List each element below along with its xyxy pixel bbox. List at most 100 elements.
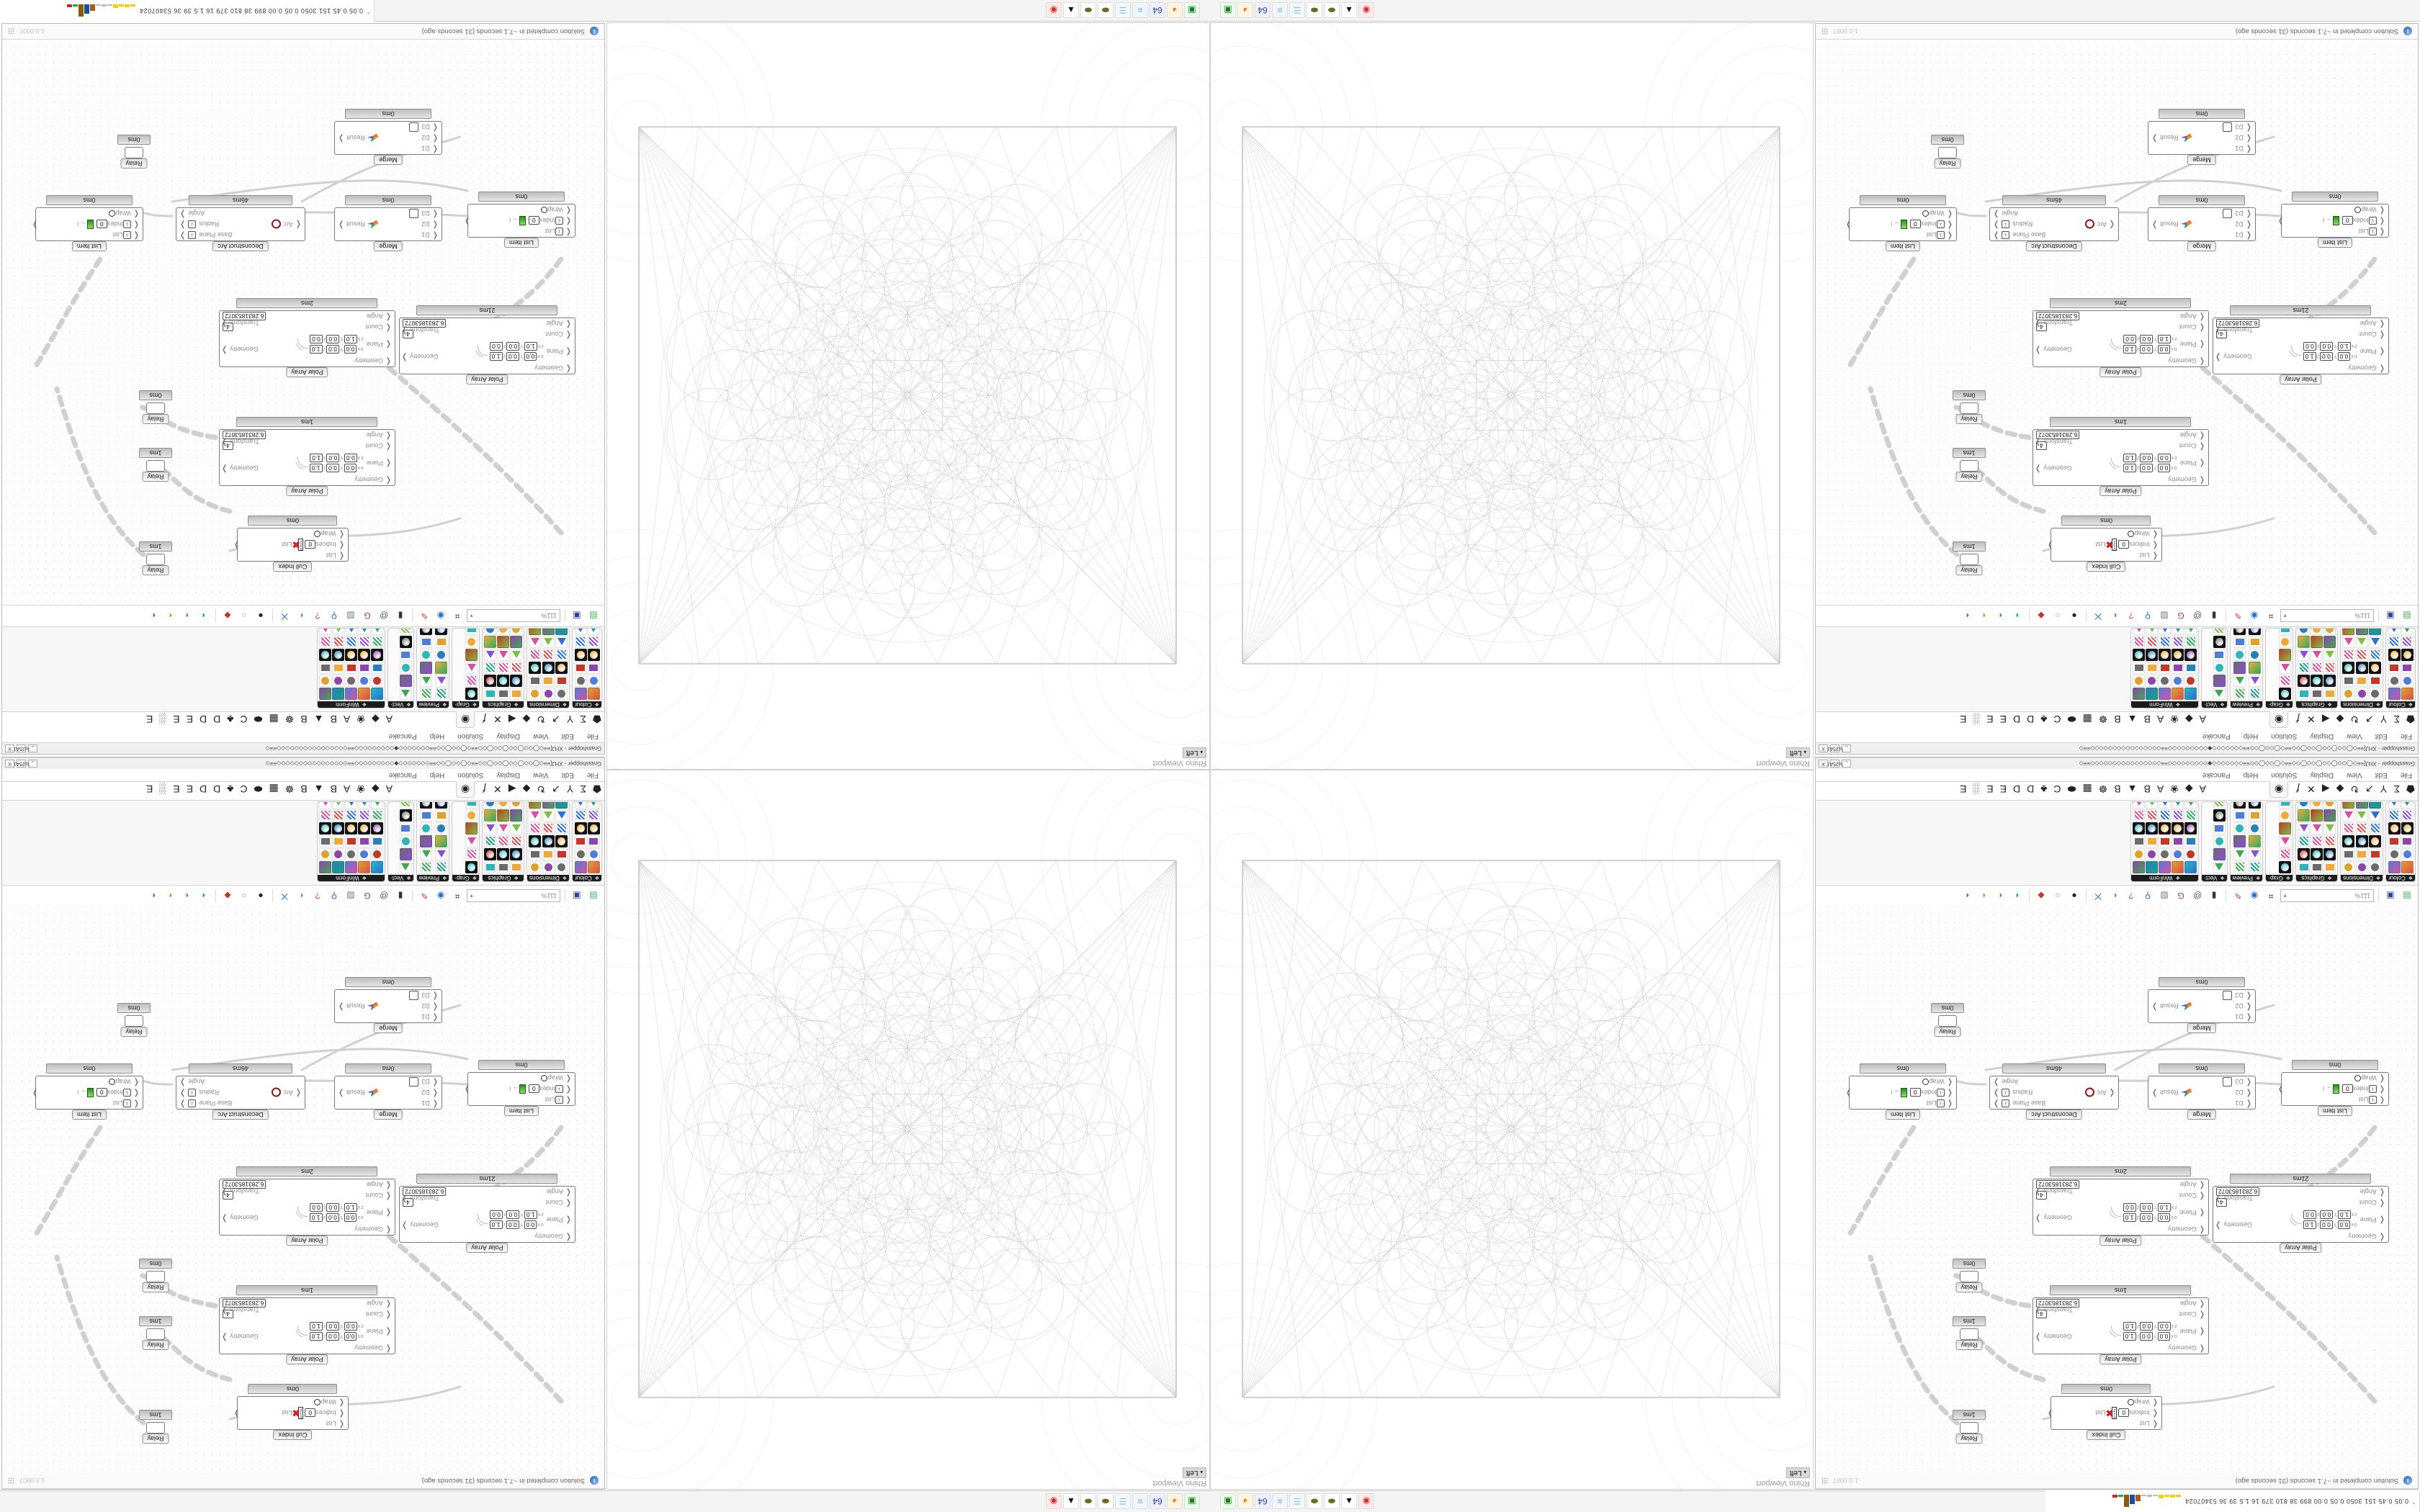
node-body[interactable]: ❬ ↓ List ❬ ↓ Index 0 → i ❭ ❬ Wrap: [464, 204, 575, 238]
node-port[interactable]: ❭: [1845, 1089, 1852, 1097]
plane-value-field[interactable]: 0.0: [2140, 1322, 2154, 1331]
app-olive-icon[interactable]: ⬬: [1324, 1493, 1340, 1510]
wf-lines-icon[interactable]: [319, 636, 332, 648]
node-body[interactable]: Base Plane ↓ ❭ Radius ↓ ❭ Angle ❭ ❬ Arc: [1989, 207, 2119, 241]
dim-leader-icon[interactable]: [2369, 809, 2382, 822]
node-body[interactable]: ❬ D1 ❬ D2 ❬ D3 Result ❭: [2148, 989, 2256, 1023]
gfx-yin-icon[interactable]: [510, 675, 523, 687]
wf-tab-icon[interactable]: [345, 675, 358, 687]
tb-bulb-icon[interactable]: ◐: [298, 611, 304, 621]
colour-gradient-icon[interactable]: [2401, 628, 2414, 635]
chevron-down-icon[interactable]: ▾: [2284, 613, 2287, 618]
node-body[interactable]: ❬ ↓ List ❬ ↓ Index 0 → i ❭ ❬ Wrap: [464, 1072, 575, 1106]
gh-category-tab-right-7[interactable]: ☸: [2098, 714, 2108, 725]
dim-fill-icon[interactable]: [2355, 649, 2368, 661]
gh-category-tab-left-6[interactable]: ◀: [2321, 783, 2330, 795]
node-body[interactable]: [146, 1422, 165, 1434]
node-port[interactable]: ❬: [1946, 231, 1953, 240]
gh-category-tab-right-1[interactable]: ◆: [2184, 714, 2193, 725]
gfx-half-icon[interactable]: [2298, 848, 2311, 860]
node-port[interactable]: ❭: [1993, 210, 2000, 218]
ribbon-group-grap[interactable]: ❖ Grap·: [452, 801, 480, 882]
gfx-mask-icon[interactable]: [2311, 662, 2323, 674]
wf-table-icon[interactable]: [2146, 628, 2159, 635]
wf-grid-icon[interactable]: [2184, 861, 2197, 873]
app-scroll-icon[interactable]: ≡: [1132, 1493, 1148, 1510]
node-port[interactable]: ❬: [565, 320, 572, 328]
node-collapse-button[interactable]: ↓: [1936, 1089, 1945, 1097]
gh-node-relay[interactable]: Relay 1ms: [139, 1316, 172, 1350]
gfx-ellipse-icon[interactable]: [510, 688, 523, 700]
app-terminal-icon[interactable]: ▣: [1220, 1493, 1236, 1510]
tb-zoom-extents-icon[interactable]: ⌗: [454, 611, 460, 621]
colour-gradient-icon[interactable]: [588, 801, 600, 809]
gh-node-deconstruct-arc[interactable]: Deconstruct Arc Base Plane ↓ ❭ Radius ↓ ❭ Angle…: [1989, 195, 2119, 251]
node-title-capsule[interactable]: Cull Index: [2087, 1430, 2126, 1440]
plane-value-field[interactable]: 0.0: [344, 1213, 357, 1222]
menu-item-file[interactable]: File: [2400, 732, 2412, 740]
gh-category-tab-right-6[interactable]: B: [2114, 783, 2121, 795]
prev-cam-icon[interactable]: [2233, 801, 2246, 809]
colour-rgb-icon[interactable]: [574, 662, 587, 674]
gfx-blur-icon[interactable]: [497, 822, 510, 834]
gh-category-tab-right-10[interactable]: C: [240, 783, 248, 795]
gh-category-tab-active[interactable]: ◉: [456, 781, 475, 798]
gh-node-list-item[interactable]: List Item ❬ ↓ List ❬ ↓ Index 0 → i ❭ ❬ Wrap 0ms: [32, 1063, 143, 1120]
plane-value-field[interactable]: 0.0: [2140, 1213, 2153, 1222]
app-notepad-icon[interactable]: ☰: [1115, 2, 1131, 19]
prev-mesh-icon[interactable]: [2233, 848, 2246, 860]
node-port[interactable]: ❭: [2035, 1214, 2042, 1223]
node-port[interactable]: ❬: [133, 1099, 140, 1108]
plane-value-field[interactable]: 0.0: [2140, 454, 2154, 462]
node-port[interactable]: ❭: [2277, 1085, 2285, 1094]
node-body[interactable]: ❬ ↓ List ❬ ↓ Index 0 → i ❭ ❬ Wrap: [1845, 1076, 1957, 1110]
node-port[interactable]: ❬: [2245, 231, 2252, 240]
node-port[interactable]: ❬: [565, 330, 572, 339]
gfx-round-icon[interactable]: [484, 662, 497, 674]
gh-node-list-item[interactable]: List Item ❬ ↓ List ❬ ↓ Index 0 → i ❭ ❬ Wrap 0ms: [1845, 195, 1957, 251]
wf-pie-icon[interactable]: [345, 809, 358, 822]
node-port[interactable]: ❭: [2047, 1409, 2054, 1418]
gh-category-tab-right-4[interactable]: B: [2143, 714, 2151, 725]
colour-mix-icon[interactable]: [2388, 801, 2401, 809]
node-port[interactable]: ❬: [2378, 1074, 2385, 1083]
node-port[interactable]: ❬: [2198, 476, 2205, 485]
node-port[interactable]: ❬: [133, 1089, 140, 1097]
dim-radial-icon[interactable]: [555, 801, 568, 809]
dim-pen-icon[interactable]: [2355, 675, 2368, 687]
gfx-stripe-icon[interactable]: [497, 809, 510, 822]
node-collapse-button[interactable]: ↓: [122, 220, 131, 228]
indices-value-field[interactable]: 0: [2118, 1408, 2130, 1418]
node-port[interactable]: ❬: [2198, 340, 2205, 349]
gh-category-tab-right-9[interactable]: ⬬: [254, 783, 263, 795]
menu-item-view[interactable]: View: [2347, 771, 2362, 779]
menu-item-display[interactable]: Display: [2310, 732, 2334, 740]
colour-channel-icon[interactable]: [2388, 636, 2401, 648]
node-body[interactable]: [1960, 460, 1978, 472]
menu-item-view[interactable]: View: [533, 771, 549, 779]
gh-category-tab-right-0[interactable]: A: [2199, 783, 2207, 795]
gh-node-merge[interactable]: Merge ❬ D1 ❬ D2 ❬ D3 Result ❭ 0ms: [2148, 1063, 2256, 1120]
prev-heart-icon[interactable]: [435, 628, 448, 635]
colour-wheel-icon[interactable]: [2401, 675, 2414, 687]
ribbon-group-header-vect[interactable]: ❖ Vect·: [388, 875, 413, 881]
ribbon-group-body[interactable]: [527, 801, 569, 875]
ribbon-group-header-graphics[interactable]: ❖ Graphics: [483, 701, 524, 708]
menu-item-solution[interactable]: Solution: [2271, 732, 2298, 740]
ribbon-group-header-preview[interactable]: ❖ Preview: [2230, 701, 2263, 708]
plane-value-field[interactable]: 0.0: [2157, 454, 2171, 462]
node-port[interactable]: ❬: [338, 1409, 345, 1418]
node-port[interactable]: ❭: [401, 1221, 408, 1230]
node-body[interactable]: [1938, 1015, 1957, 1027]
dim-arc-icon[interactable]: [2369, 822, 2382, 834]
dim-line-icon[interactable]: [2369, 688, 2382, 700]
gh-node-polar-array[interactable]: Polar Array ❬ Geometry ❬ Plane o x 0.0 Y 0.0 z 1.0 z…: [2213, 305, 2389, 384]
node-port[interactable]: ❬: [431, 123, 439, 132]
dim-text-icon[interactable]: [2342, 835, 2355, 847]
dim-offset-icon[interactable]: [2355, 801, 2368, 809]
node-port[interactable]: ❬: [431, 1078, 439, 1086]
node-port[interactable]: ❭: [1993, 220, 2000, 229]
plane-value-field[interactable]: 1.0: [489, 352, 503, 361]
gfx-ellipse-icon[interactable]: [2323, 861, 2336, 873]
menu-item-edit[interactable]: Edit: [2375, 732, 2388, 740]
